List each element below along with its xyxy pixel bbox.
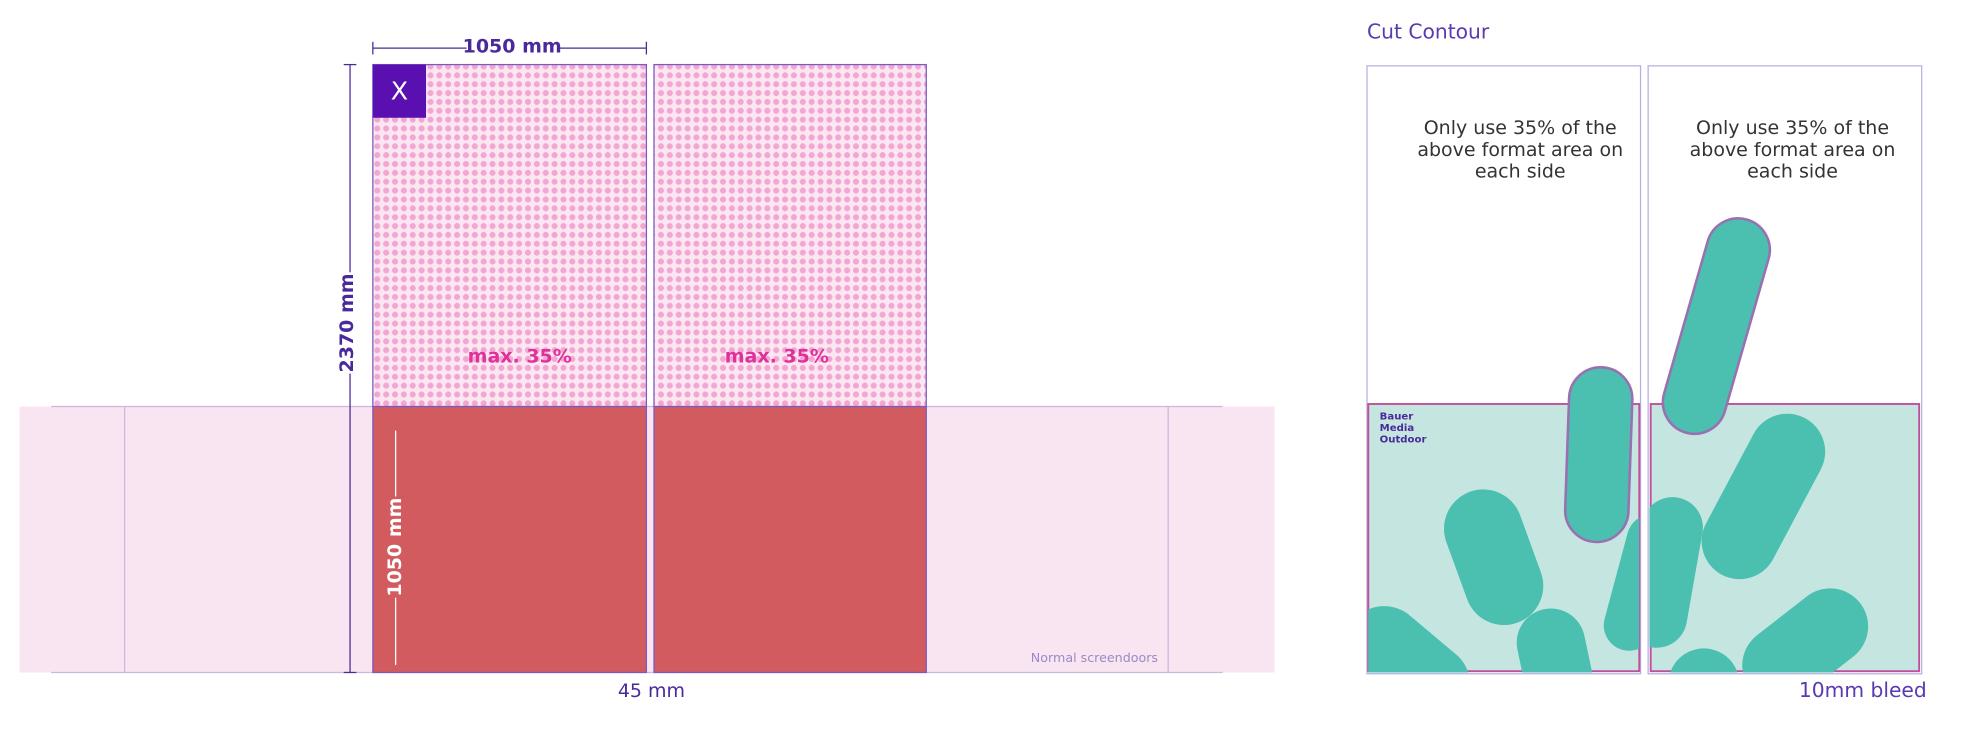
- shapes: [1649, 413, 1869, 673]
- shape: [1368, 606, 1471, 673]
- note-box: Only use 35% of the above format area on…: [1689, 117, 1896, 183]
- panel-bottom: [372, 405, 648, 674]
- shape: [1742, 588, 1869, 673]
- shape: [1563, 366, 1634, 544]
- close-box[interactable]: [372, 64, 427, 118]
- shape: [1603, 514, 1640, 651]
- logo-line: Outdoor: [1380, 434, 1427, 445]
- shape: [1516, 608, 1598, 673]
- height-label: 2370 mm: [336, 273, 358, 372]
- shapes: [1368, 489, 1640, 673]
- width-label: 1050 mm: [463, 35, 562, 57]
- logo-line: Bauer: [1380, 412, 1414, 423]
- panel-label: max. 35%: [725, 346, 829, 368]
- shape: [1670, 648, 1738, 673]
- panel-note: Only use 35% of the above format area on…: [1689, 117, 1896, 183]
- dim-label-bg: [382, 496, 409, 598]
- panel-bottom: [653, 405, 927, 674]
- panel-top: [372, 63, 648, 408]
- bleed-label: 10mm bleed: [1799, 678, 1927, 702]
- note-box: Only use 35% of the above format area on…: [1417, 117, 1624, 183]
- left-diagram: X 1050 mm 2370 mm 1050 mm max. 35% max. …: [19, 35, 1275, 702]
- right-diagram: Cut Contour Only use 35% of the above fo…: [1366, 19, 1927, 702]
- screendoor-label: Normal screendoors: [1031, 650, 1158, 665]
- gap-label: 45 mm: [618, 680, 685, 702]
- close-label[interactable]: X: [391, 75, 408, 105]
- panel-note: Only use 35% of the above format area on…: [1417, 117, 1624, 183]
- lower-height-label: 1050 mm: [384, 498, 406, 597]
- title: Cut Contour: [1367, 19, 1490, 43]
- logo-line: Media: [1380, 423, 1415, 434]
- dim-label-bg: [466, 35, 558, 59]
- dim-label-bg: [336, 272, 364, 374]
- shape: [1443, 489, 1544, 626]
- shape: [1661, 217, 1772, 436]
- panel-label: max. 35%: [468, 346, 572, 368]
- shape: [1649, 497, 1703, 648]
- shape: [1701, 413, 1826, 580]
- screendoor-band: [19, 406, 1275, 673]
